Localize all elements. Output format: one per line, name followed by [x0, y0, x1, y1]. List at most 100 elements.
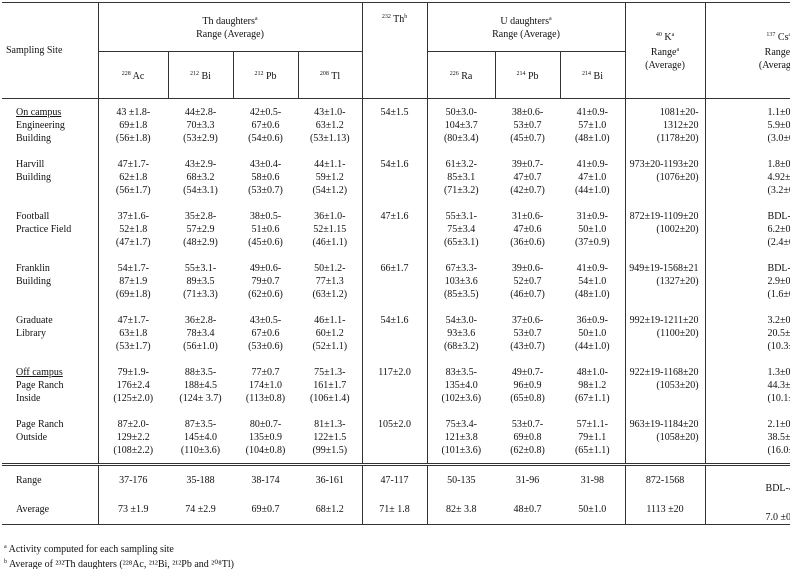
text: 93±3.6	[447, 328, 476, 339]
value-cell: 37-176	[97, 464, 168, 495]
text: 37-176	[119, 475, 148, 486]
element: Ac	[132, 70, 145, 82]
value-cell: 54±3.0- 93±3.6 (68±3.2)	[426, 307, 496, 359]
text: 55±3.1-	[445, 211, 477, 222]
value-cell: 68±1.2	[298, 495, 362, 525]
text: U daughters	[500, 16, 549, 27]
value-cell: 7.0 ±0	[704, 495, 790, 525]
value-cell: 61±3.2- 85±3.1 (71±3.2)	[426, 151, 496, 203]
value-cell: 1081±20- 1312±20 (1178±20)	[624, 98, 706, 151]
text: 135±0.9	[249, 432, 282, 443]
value-cell: 73 ±1.9	[97, 495, 168, 525]
text: 53±0.7	[513, 328, 542, 339]
text: (46±1.1)	[312, 237, 348, 248]
site-row: On campus Engineering Building 43 ±1.8- 69±1…	[2, 98, 790, 151]
text: (102±3.6)	[441, 393, 482, 404]
value-cell: 79±1.9- 176±2.4 (125±2.0)	[97, 359, 168, 411]
text: 20.5±0	[767, 328, 790, 339]
text: 992±19-1211±20	[629, 315, 699, 326]
value-cell: 922±19-1168±20 (1053±20)	[624, 359, 706, 411]
text: 83±3.5-	[445, 367, 477, 378]
text: (1178±20)	[656, 133, 699, 144]
text: 44±2.8-	[184, 107, 217, 118]
text: 145±4.0	[184, 432, 217, 443]
data-table: Sampling Site Th daughtersa Range (Average…	[2, 2, 790, 525]
text: 50±1.0	[578, 504, 607, 515]
value-cell: 77±0.7 174±1.0 (113±0.8)	[233, 359, 298, 411]
text: (63±1.2)	[312, 289, 348, 300]
text: 49±0.6-	[249, 263, 282, 274]
text: (53±2.9)	[183, 133, 218, 144]
text: 36±1.0-	[314, 211, 346, 222]
text: 46±1.1-	[314, 315, 346, 326]
text: 52±1.15	[313, 224, 347, 235]
text: 47±1.7-	[117, 159, 149, 170]
text: (48±1.0)	[574, 133, 610, 144]
value-cell: 949±19-1568±21 (1327±20)	[624, 255, 706, 307]
text: 105±2.0	[378, 419, 412, 430]
mass-number: 212	[254, 70, 264, 77]
mass-number: 214	[582, 70, 592, 77]
value-cell: 117±2.0	[361, 359, 428, 411]
section-label: Off campus	[16, 367, 63, 378]
nuclide-header: 212 Bi	[167, 51, 233, 99]
text: 68±1.2	[315, 504, 344, 515]
mass-number: 212	[190, 70, 200, 77]
value-cell: 43 ±1.8- 69±1.8 (56±1.8)	[97, 98, 168, 151]
text: 39±0.7-	[511, 159, 544, 170]
value-cell: 37±1.6- 52±1.8 (47±1.7)	[97, 203, 168, 255]
footnotes: a Activity computed for each sampling si…	[4, 541, 234, 569]
value-cell: 49±0.7- 96±0.9 (65±0.8)	[495, 359, 560, 411]
element: K	[664, 32, 672, 43]
text: 70±3.3	[186, 120, 215, 131]
value-cell: 43±0.5- 67±0.6 (53±0.6)	[233, 307, 298, 359]
value-cell: 35±2.8- 57±2.9 (48±2.9)	[168, 203, 233, 255]
text: 2.1±0	[767, 419, 790, 430]
text: (124± 3.7)	[179, 393, 222, 404]
text: (62±0.6)	[248, 289, 283, 300]
text: (1058±20)	[656, 432, 699, 443]
text: 47-117	[380, 475, 409, 486]
text: 79±1.9-	[117, 367, 149, 378]
text: (54±0.6)	[248, 133, 283, 144]
value-cell: 31±0.9- 50±1.0 (37±0.9)	[560, 203, 625, 255]
text: 39±0.6-	[511, 263, 544, 274]
value-cell: 50-135	[426, 464, 496, 495]
text: 104±3.7	[444, 120, 478, 131]
text: Page Ranch	[16, 380, 64, 391]
value-cell: 36±1.0- 52±1.15 (46±1.1)	[298, 203, 362, 255]
value-cell: 47±1.7- 62±1.8 (56±1.7)	[97, 151, 168, 203]
value-cell: 1113 ±20	[624, 495, 706, 525]
text: a	[788, 32, 790, 38]
element: Cs	[777, 32, 789, 43]
text: 71± 1.8	[379, 504, 410, 515]
text: 135±4.0	[444, 380, 478, 391]
text: 89±3.5	[186, 276, 215, 287]
text: 98±1.2	[578, 380, 607, 391]
text: 38-174	[251, 475, 280, 486]
value-cell: 872±19-1109±20 (1002±20)	[624, 203, 706, 255]
value-cell: 39±0.6- 52±0.7 (46±0.7)	[495, 255, 560, 307]
text: 973±20-1193±20	[629, 159, 699, 170]
value-cell: 31-98	[560, 465, 625, 496]
value-cell: 54±1.6	[361, 151, 428, 203]
text: 67±3.3-	[445, 263, 477, 274]
site-row: Harvill Building 47±1.7- 62±1.8 (56±1.7) 43±2…	[2, 151, 790, 203]
group-header: Th daughtersa Range (Average)	[97, 2, 363, 52]
text: 57±1.1-	[576, 419, 608, 430]
text: 50±1.0	[578, 224, 607, 235]
text: 4.92±0	[767, 172, 790, 183]
text: 53±0.7	[513, 120, 542, 131]
site-row: Graduate Library 47±1.7- 63±1.8 (53±1.7) 36±2…	[2, 307, 790, 359]
text: 1081±20-	[659, 107, 699, 118]
text: Range (Average)	[492, 29, 560, 40]
text: (54±3.1)	[183, 185, 218, 196]
value-cell: 973±20-1193±20 (1076±20)	[624, 151, 706, 203]
text: (68±3.2)	[443, 341, 479, 352]
text: (108±2.2)	[113, 445, 154, 456]
text: 53±0.7-	[511, 419, 544, 430]
site-cell: Average	[2, 495, 98, 525]
text: (52±1.1)	[312, 341, 348, 352]
text: 161±1.7	[313, 380, 347, 391]
text: b	[404, 14, 408, 20]
